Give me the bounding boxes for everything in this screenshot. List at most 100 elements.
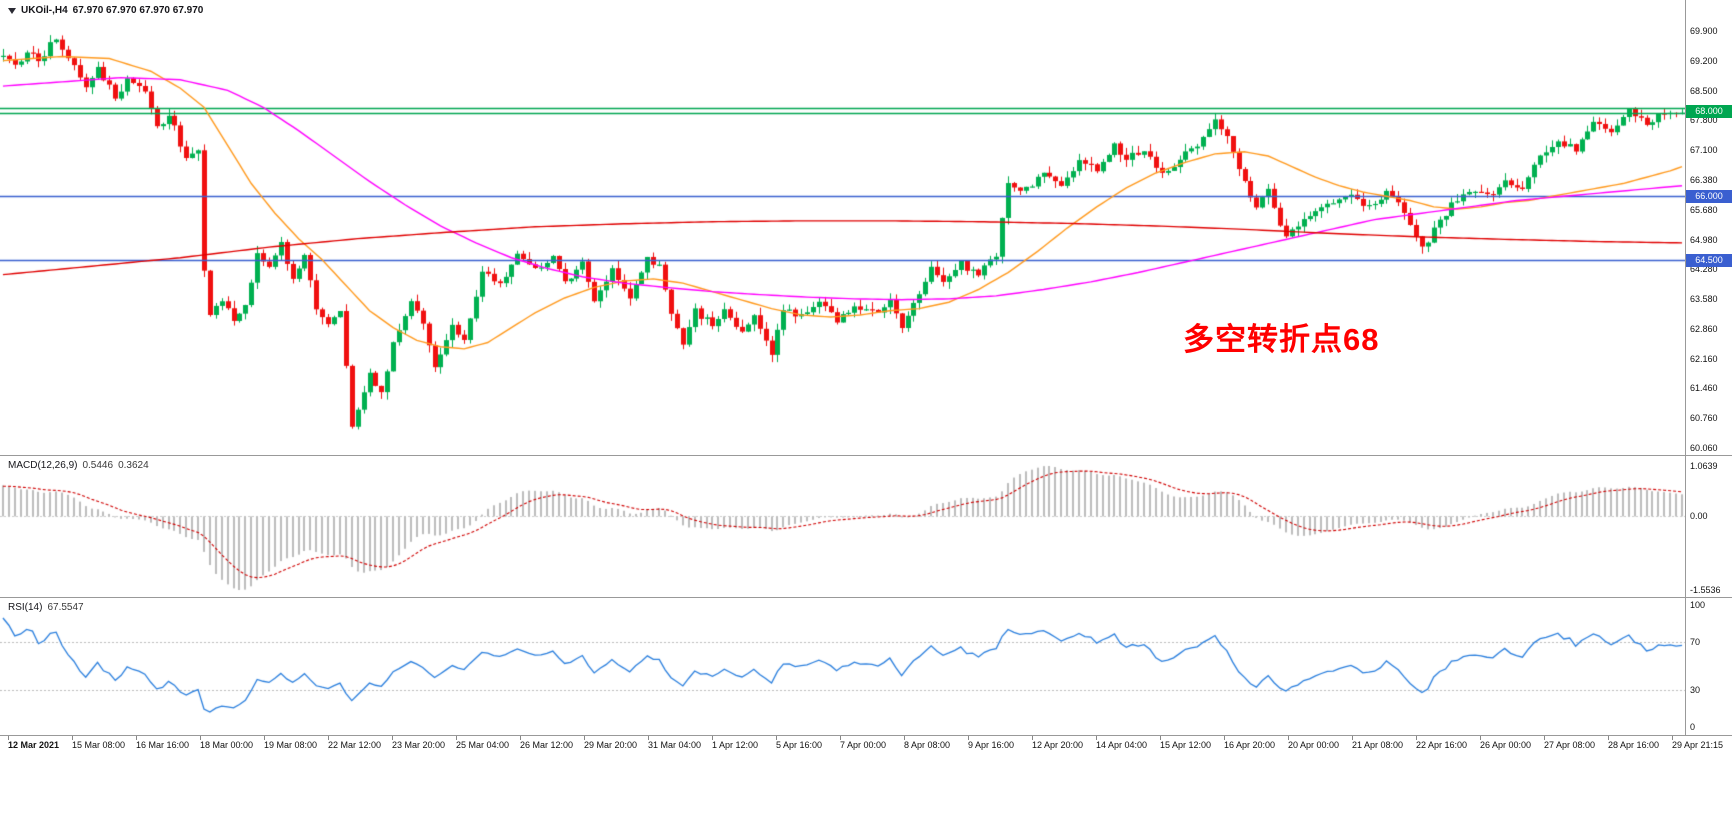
time-tick-label: 22 Mar 12:00 <box>328 740 382 750</box>
time-tick-label: 18 Mar 00:00 <box>200 740 254 750</box>
time-tick-label: 8 Apr 08:00 <box>904 740 951 750</box>
price-tick-label: 60.060 <box>1690 443 1718 453</box>
time-tick-label: 15 Apr 12:00 <box>1160 740 1212 750</box>
macd-tick-label: 1.0639 <box>1690 461 1718 471</box>
time-tick <box>392 736 393 740</box>
time-tick <box>648 736 649 740</box>
price-tick-label: 61.460 <box>1690 383 1718 393</box>
price-tag[interactable]: 68.000 <box>1686 105 1732 118</box>
macd-tick-label: -1.5536 <box>1690 585 1721 595</box>
time-axis[interactable]: 12 Mar 2021 15 Mar 08:00 16 Mar 16:00 18 Ma… <box>0 736 1732 756</box>
rsi-panel: RSI(14) 67.5547 <box>0 598 1732 735</box>
price-tick-label: 64.980 <box>1690 235 1718 245</box>
main-price-panel: UKOil-,H4 67.970 67.970 67.970 67.970 多空… <box>0 0 1685 455</box>
rsi-name: RSI(14) <box>8 602 43 613</box>
time-tick-label: 16 Mar 16:00 <box>136 740 190 750</box>
time-tick <box>1032 736 1033 740</box>
time-axis-line <box>0 735 1732 736</box>
rsi-value: 67.5547 <box>47 602 84 613</box>
rsi-tick-label: 0 <box>1690 722 1696 732</box>
price-tick-label: 63.580 <box>1690 294 1718 304</box>
time-tick-label: 12 Apr 20:00 <box>1032 740 1084 750</box>
time-tick-label: 5 Apr 16:00 <box>776 740 823 750</box>
macd-signal-value: 0.3624 <box>118 460 149 471</box>
time-tick-label: 19 Mar 08:00 <box>264 740 318 750</box>
price-tick-label: 67.800 <box>1690 115 1718 125</box>
time-tick-label: 16 Apr 20:00 <box>1224 740 1276 750</box>
macd-canvas[interactable] <box>0 456 1685 597</box>
rsi-tick-label: 70 <box>1690 637 1701 647</box>
rsi-canvas[interactable] <box>0 598 1685 735</box>
price-tag[interactable]: 64.500 <box>1686 254 1732 267</box>
time-tick <box>1480 736 1481 740</box>
panel-separator-main-macd[interactable] <box>0 455 1732 456</box>
time-tick <box>1608 736 1609 740</box>
time-tick-label: 28 Apr 16:00 <box>1608 740 1660 750</box>
time-tick-label: 26 Apr 00:00 <box>1480 740 1532 750</box>
time-tick-label: 1 Apr 12:00 <box>712 740 759 750</box>
symbol-period-label: UKOil-,H4 <box>21 5 68 16</box>
time-tick-label: 14 Apr 04:00 <box>1096 740 1148 750</box>
time-tick-label: 29 Apr 21:15 <box>1672 740 1724 750</box>
price-tick-label: 64.280 <box>1690 264 1718 274</box>
time-tick <box>264 736 265 740</box>
time-tick-label: 22 Apr 16:00 <box>1416 740 1468 750</box>
price-chart-canvas[interactable] <box>0 0 1685 455</box>
macd-main-value: 0.5446 <box>82 460 114 471</box>
macd-panel: MACD(12,26,9) 0.5446 0.3624 <box>0 456 1732 597</box>
time-tick <box>1224 736 1225 740</box>
rsi-indicator-label: RSI(14) 67.5547 <box>8 602 84 613</box>
macd-tick-label: 0.00 <box>1690 511 1708 521</box>
time-tick <box>712 736 713 740</box>
time-tick <box>8 736 9 740</box>
price-tick-label: 68.500 <box>1690 86 1718 96</box>
time-tick <box>904 736 905 740</box>
price-tick-label: 65.680 <box>1690 205 1718 215</box>
time-tick-label: 29 Mar 20:00 <box>584 740 638 750</box>
price-tick-label: 69.900 <box>1690 26 1718 36</box>
time-tick-label: 9 Apr 16:00 <box>968 740 1015 750</box>
chart-collapse-icon[interactable] <box>8 7 16 14</box>
time-tick-label: 31 Mar 04:00 <box>648 740 702 750</box>
price-axis-separator <box>1685 0 1686 735</box>
price-tick-label: 62.160 <box>1690 354 1718 364</box>
time-tick <box>1288 736 1289 740</box>
price-tick-label: 66.380 <box>1690 175 1718 185</box>
time-tick-label: 20 Apr 00:00 <box>1288 740 1340 750</box>
time-tick <box>776 736 777 740</box>
time-tick <box>72 736 73 740</box>
price-tick-label: 60.760 <box>1690 413 1718 423</box>
macd-name: MACD(12,26,9) <box>8 460 78 471</box>
time-tick <box>1672 736 1673 740</box>
time-tick-label: 23 Mar 20:00 <box>392 740 446 750</box>
rsi-tick-label: 30 <box>1690 685 1701 695</box>
panel-separator-macd-rsi[interactable] <box>0 597 1732 598</box>
time-tick <box>584 736 585 740</box>
time-tick <box>328 736 329 740</box>
time-tick <box>136 736 137 740</box>
price-tick-label: 67.100 <box>1690 145 1718 155</box>
time-tick <box>520 736 521 740</box>
price-tag[interactable]: 66.000 <box>1686 190 1732 203</box>
time-tick-label: 7 Apr 00:00 <box>840 740 887 750</box>
macd-indicator-label: MACD(12,26,9) 0.5446 0.3624 <box>8 460 149 471</box>
time-tick-label: 26 Mar 12:00 <box>520 740 574 750</box>
time-tick <box>200 736 201 740</box>
time-tick <box>840 736 841 740</box>
time-tick-label: 25 Mar 04:00 <box>456 740 510 750</box>
chart-title: UKOil-,H4 67.970 67.970 67.970 67.970 <box>8 5 203 16</box>
ohlc-values-label: 67.970 67.970 67.970 67.970 <box>72 5 204 16</box>
time-tick <box>1352 736 1353 740</box>
price-tick-label: 69.200 <box>1690 56 1718 66</box>
chart-annotation-text: 多空转折点68 <box>1183 322 1380 357</box>
time-tick-label: 21 Apr 08:00 <box>1352 740 1404 750</box>
time-tick <box>968 736 969 740</box>
price-tick-label: 62.860 <box>1690 324 1718 334</box>
time-tick-label: 27 Apr 08:00 <box>1544 740 1596 750</box>
time-tick <box>456 736 457 740</box>
rsi-tick-label: 100 <box>1690 600 1706 610</box>
time-tick <box>1416 736 1417 740</box>
time-tick <box>1096 736 1097 740</box>
time-tick-label: 12 Mar 2021 <box>8 740 60 750</box>
